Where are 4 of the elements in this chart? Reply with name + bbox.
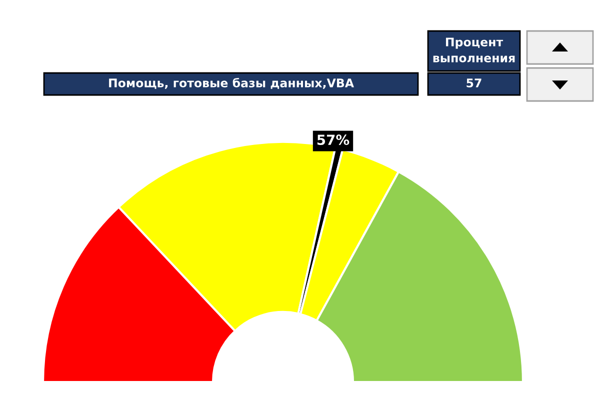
text: 57	[466, 78, 482, 88]
text: 57%	[317, 134, 350, 146]
text: Процент выполнения	[433, 38, 515, 62]
text: Помощь, готовые базы данных,VBA	[109, 78, 354, 89]
